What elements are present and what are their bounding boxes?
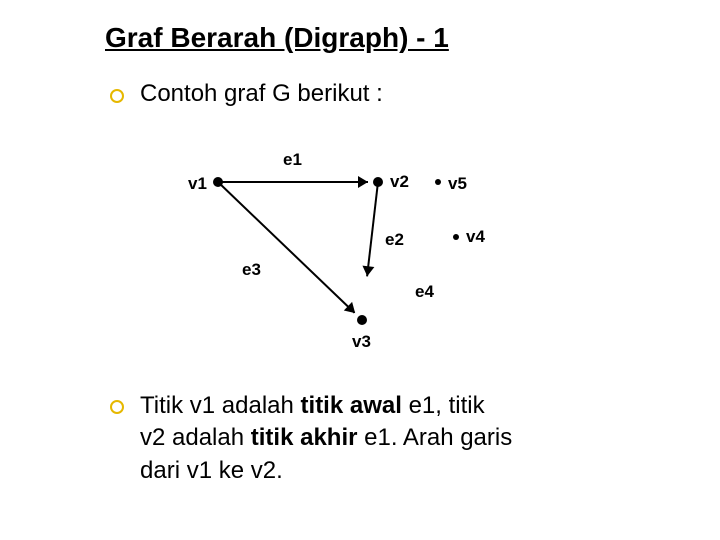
node-label-v5: v5 <box>448 174 467 194</box>
edge-label-e1: e1 <box>283 150 302 170</box>
edge-label-e3: e3 <box>242 260 261 280</box>
edge-e1 <box>218 181 368 183</box>
node-v2 <box>373 177 383 187</box>
description-span: Titik v1 adalah <box>140 392 301 419</box>
edge-e2 <box>366 182 379 277</box>
description-line: v2 adalah titik akhir e1. Arah garis <box>140 422 512 454</box>
node-v4 <box>453 234 459 240</box>
description-span: e1. Arah garis <box>357 424 512 451</box>
edge-label-e4_lbl: e4 <box>415 282 434 302</box>
arrow-e1 <box>358 176 368 188</box>
node-label-v4: v4 <box>466 227 485 247</box>
description-text: Titik v1 adalah titik awal e1, titikv2 a… <box>140 390 512 487</box>
edge-label-e2: e2 <box>385 230 404 250</box>
bullet-icon <box>110 400 124 414</box>
description-line: dari v1 ke v2. <box>140 455 512 487</box>
description-span: e1, titik <box>402 392 485 419</box>
description-bold-span: titik awal <box>301 392 402 419</box>
edge-e3 <box>217 181 355 314</box>
description-span: dari v1 ke v2. <box>140 457 283 484</box>
node-v3 <box>357 315 367 325</box>
description-line: Titik v1 adalah titik awal e1, titik <box>140 390 512 422</box>
description-bold-span: titik akhir <box>251 424 358 451</box>
node-label-v3: v3 <box>352 332 371 352</box>
node-label-v1: v1 <box>188 174 207 194</box>
node-label-v2: v2 <box>390 172 409 192</box>
node-v5 <box>435 179 441 185</box>
description-span: v2 adalah <box>140 424 251 451</box>
node-v1 <box>213 177 223 187</box>
arrow-e2 <box>361 266 374 277</box>
